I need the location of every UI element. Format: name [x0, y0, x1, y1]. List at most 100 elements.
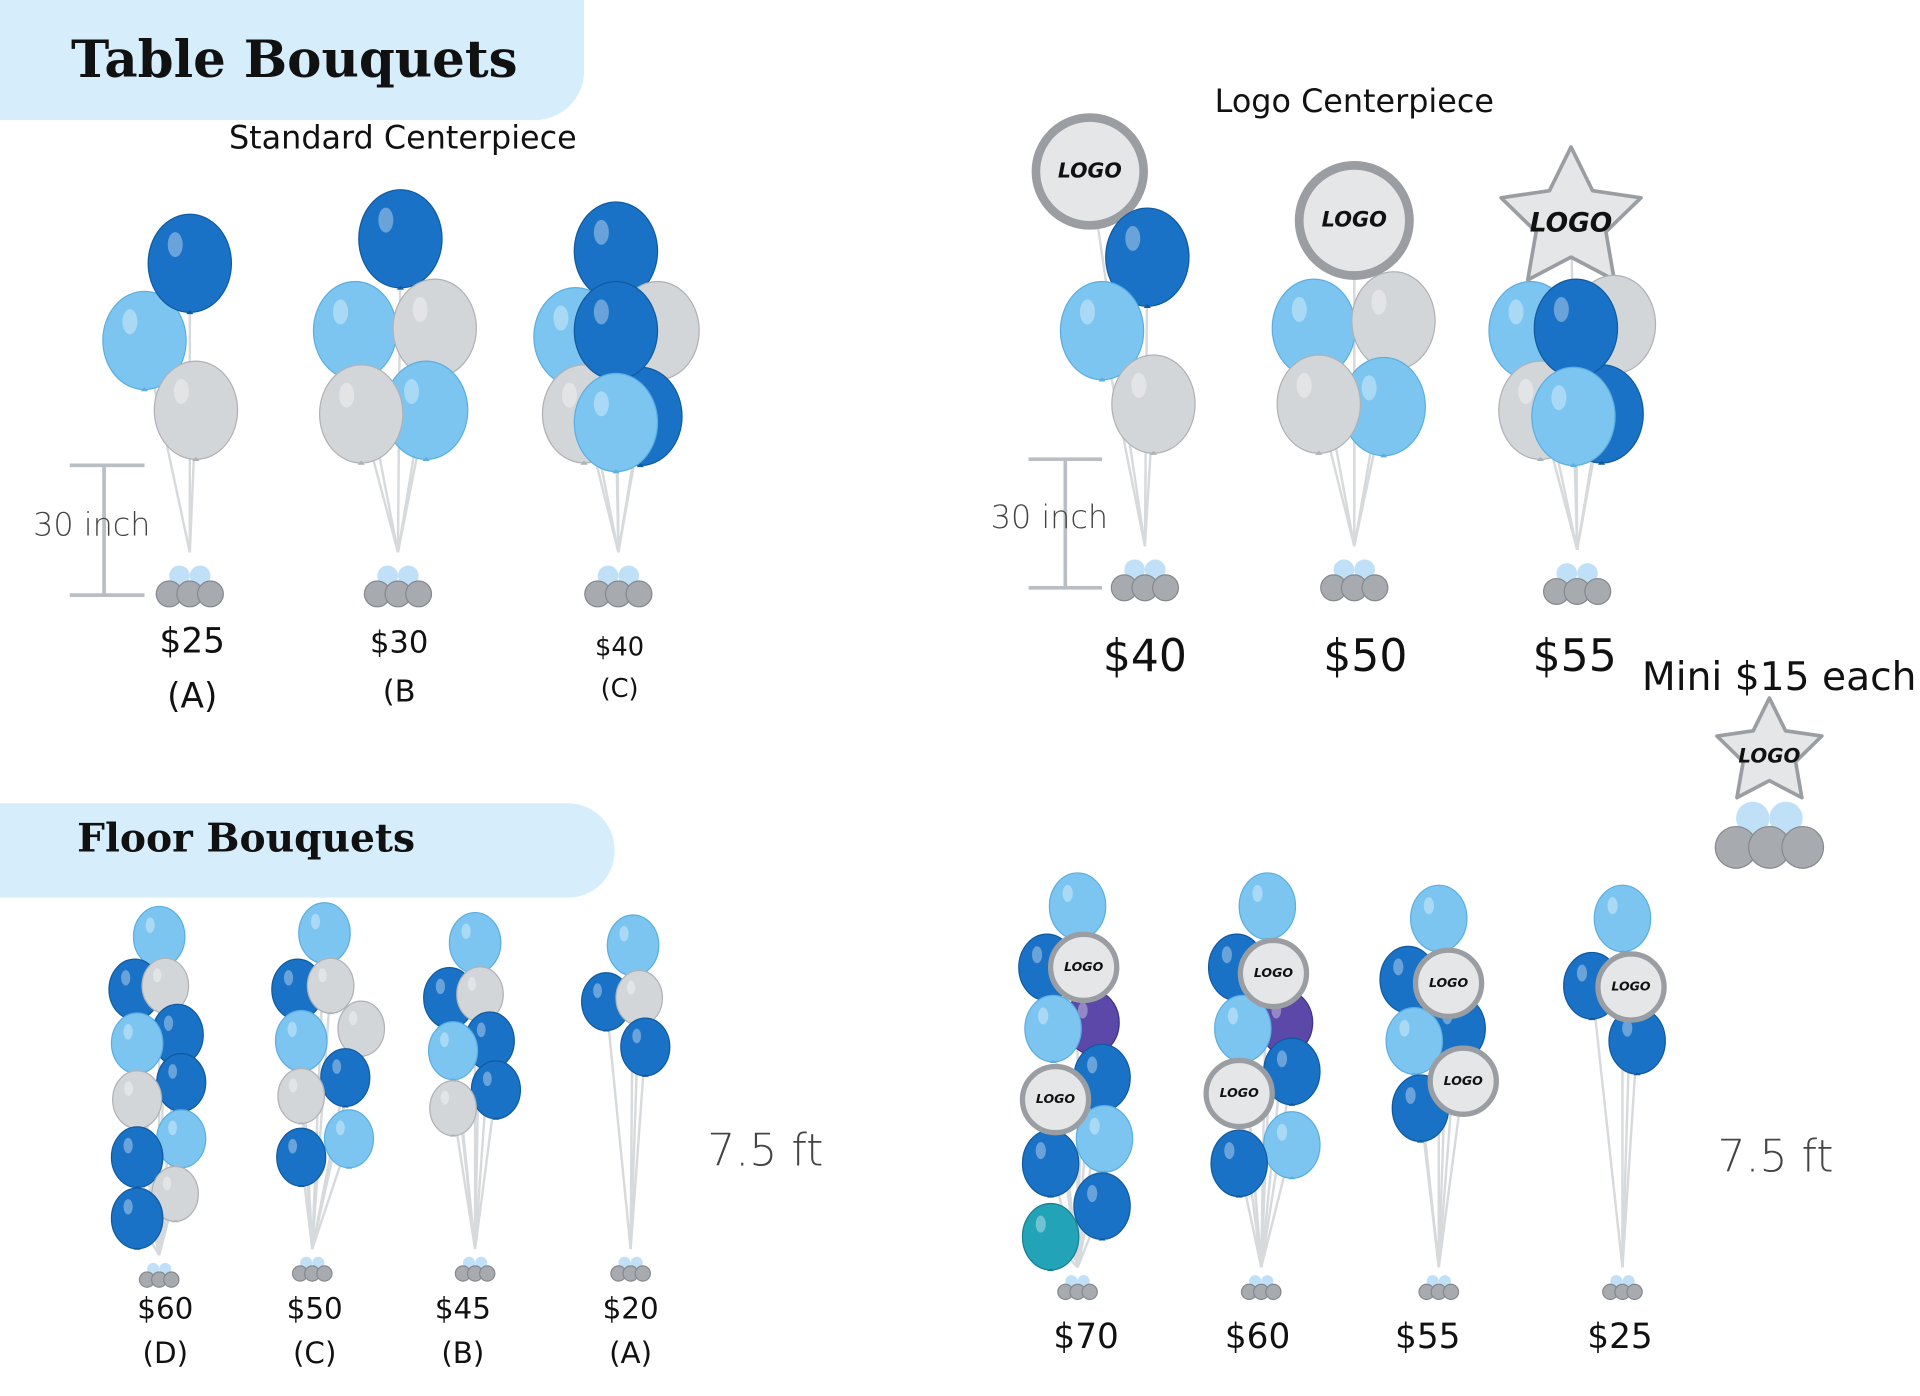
balloon-shine	[1296, 372, 1312, 398]
balloon	[573, 372, 659, 473]
balloon-shine	[1252, 885, 1263, 902]
base-ball	[597, 565, 619, 587]
base-ball	[1556, 563, 1578, 584]
foil-balloon	[1031, 113, 1148, 230]
balloon-shine	[619, 926, 629, 942]
balloon	[306, 957, 355, 1014]
balloon-shine	[404, 379, 420, 404]
foil-balloon	[1427, 1045, 1499, 1117]
balloon-shine	[339, 382, 355, 408]
balloon-knot	[326, 1011, 335, 1015]
balloon-shine	[562, 382, 578, 408]
option-label: (C)	[293, 1336, 336, 1370]
balloon-shine	[1551, 385, 1567, 411]
balloon-knot	[192, 456, 200, 462]
balloon-shine	[1032, 946, 1043, 964]
base-ball	[634, 1265, 651, 1282]
balloon	[1276, 354, 1362, 454]
logo-text: LOGO	[1611, 978, 1651, 993]
balloon-knot	[1416, 1139, 1425, 1143]
balloon-knot	[133, 1247, 141, 1250]
balloon-shine	[1035, 1215, 1046, 1233]
balloon-shine	[593, 299, 609, 325]
balloon-shine	[1622, 1019, 1633, 1037]
base-ball	[1736, 801, 1770, 835]
balloon-shine	[124, 1081, 133, 1096]
balloon-knot	[1588, 1017, 1596, 1021]
foil-balloon	[1019, 1063, 1092, 1136]
balloon-shine	[1089, 1117, 1100, 1135]
base-ball	[618, 565, 640, 587]
balloon	[337, 1000, 386, 1057]
balloon	[156, 1052, 207, 1113]
ribbon	[1621, 1040, 1639, 1268]
balloon-shine	[1125, 225, 1141, 251]
balloon	[606, 914, 660, 977]
balloon-shine	[122, 309, 138, 335]
title-pill	[0, 0, 585, 121]
height-label: 7.5 ft	[1717, 1132, 1833, 1183]
balloon-shine	[1087, 1185, 1098, 1202]
balloon-knot	[1569, 462, 1578, 468]
star-balloon	[1499, 145, 1643, 282]
balloon-shine	[626, 980, 636, 995]
balloon-shine	[467, 976, 477, 991]
balloon-shine	[482, 1071, 492, 1087]
balloon-knot	[636, 462, 645, 468]
balloon-knot	[1536, 456, 1545, 462]
section-subtitle: Standard Centerpiece	[229, 119, 577, 157]
price: $40	[1103, 631, 1187, 682]
balloon-shine	[553, 305, 569, 331]
foil-balloon	[1595, 951, 1667, 1023]
balloon	[1073, 1172, 1131, 1241]
price: $30	[370, 626, 428, 661]
balloon	[320, 1048, 371, 1108]
balloon-shine	[288, 1138, 298, 1154]
balloon-knot	[1046, 1268, 1055, 1272]
balloon-knot	[140, 387, 149, 392]
balloon	[132, 905, 186, 968]
balloon-shine	[1508, 299, 1524, 325]
base-ball	[169, 565, 190, 587]
balloon-shine	[121, 970, 131, 986]
balloon-shine	[1291, 296, 1307, 322]
price: $40	[595, 632, 644, 662]
balloon	[358, 189, 443, 289]
balloon	[153, 360, 239, 460]
base-ball	[377, 565, 398, 587]
balloon-knot	[1315, 450, 1323, 455]
balloon	[1021, 1202, 1080, 1271]
balloon-knot	[1143, 303, 1152, 308]
balloon	[1533, 278, 1619, 378]
base-ball	[1265, 1283, 1282, 1301]
balloon-shine	[1371, 289, 1387, 315]
logo-text: LOGO	[1220, 1085, 1260, 1100]
option-label: (C)	[601, 674, 639, 704]
balloon	[1021, 1129, 1080, 1198]
balloon	[1593, 884, 1652, 953]
balloon-shine	[378, 207, 394, 233]
height-label: 7.5 ft	[707, 1126, 823, 1177]
balloon-shine	[168, 1064, 178, 1079]
balloon-shine	[1393, 958, 1404, 976]
base-ball	[479, 1265, 496, 1282]
balloon	[298, 902, 351, 965]
price: $25	[160, 621, 225, 661]
balloon-knot	[357, 460, 365, 465]
price: $25	[1587, 1317, 1652, 1357]
balloon-knot	[641, 1074, 649, 1077]
balloon	[277, 1067, 326, 1125]
balloon-shine	[283, 970, 294, 986]
section-subtitle: Logo Centerpiece	[1215, 82, 1494, 120]
balloon-shine	[461, 923, 471, 940]
balloon-shine	[163, 1015, 174, 1031]
balloon-shine	[1131, 372, 1147, 398]
balloon-knot	[1288, 1103, 1296, 1106]
foil-balloon	[1294, 160, 1414, 280]
price: $55	[1533, 631, 1617, 682]
balloon	[274, 1009, 328, 1072]
balloon	[429, 1080, 477, 1137]
balloon-knot	[492, 1117, 500, 1120]
balloon-shine	[1038, 1007, 1049, 1025]
balloon	[1410, 884, 1468, 953]
